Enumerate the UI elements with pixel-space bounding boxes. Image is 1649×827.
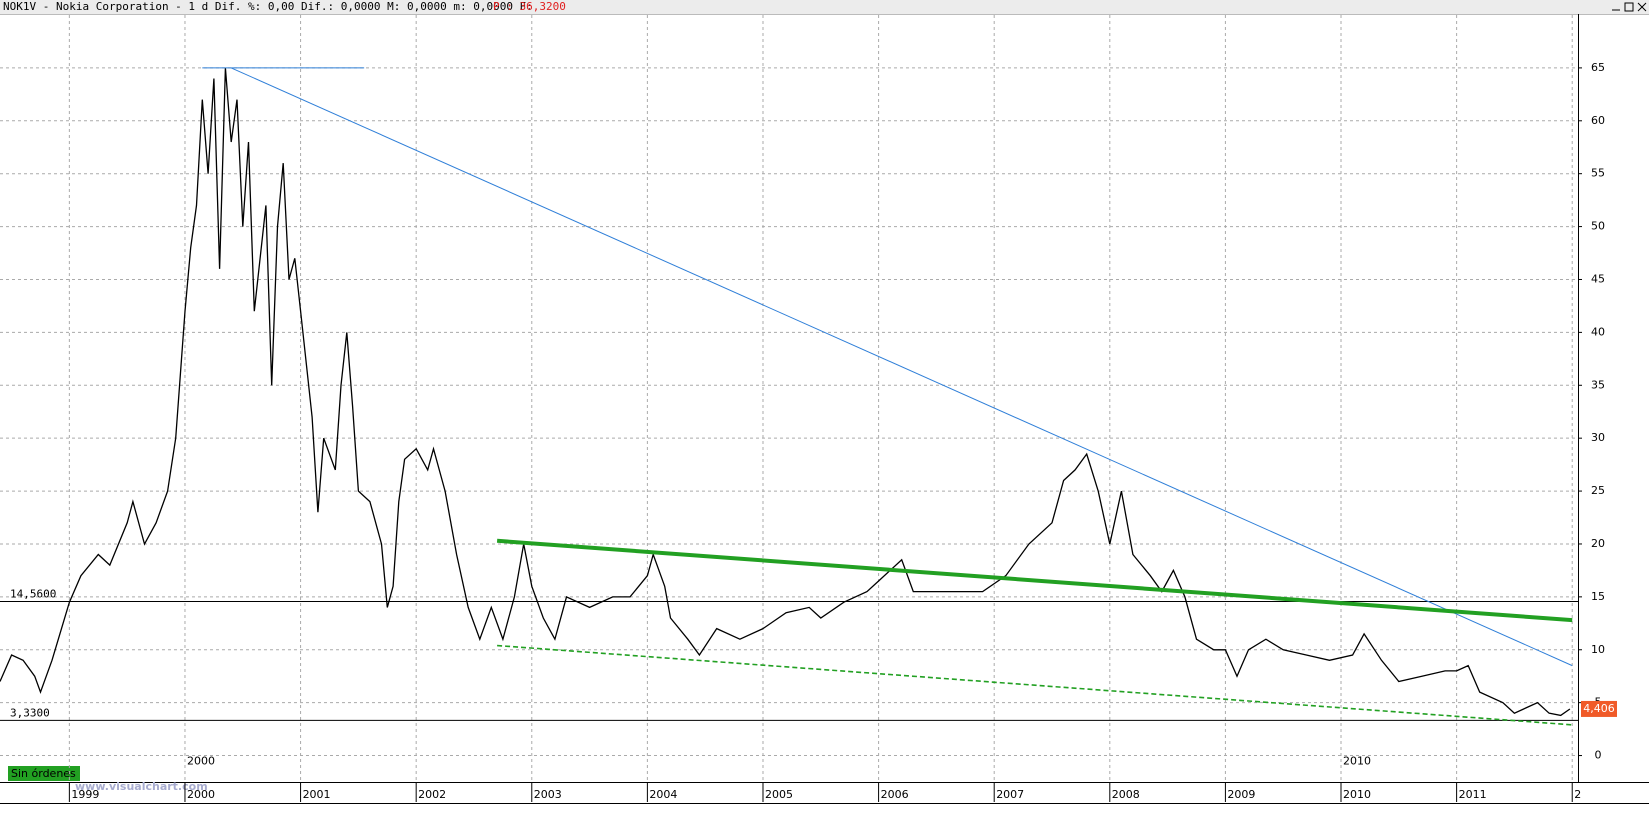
x-tick-label: 2003 (534, 788, 562, 801)
header-price: P : 36,3200 (493, 0, 566, 13)
window-buttons[interactable] (1612, 2, 1647, 12)
status-box (8, 766, 80, 781)
reference-label: 3,3300 (10, 706, 50, 719)
trendline (231, 67, 1573, 667)
y-tick-label: 35 (1591, 378, 1605, 391)
y-tick-label: 25 (1591, 484, 1605, 497)
x-tick-label: 2 (1574, 788, 1581, 801)
x-tick-label: 2007 (996, 788, 1024, 801)
x-tick-label: 2011 (1459, 788, 1487, 801)
x-tick-label: 2006 (881, 788, 909, 801)
annotation: 2000 (187, 755, 215, 768)
trendline (496, 538, 1573, 623)
x-tick-label: 2000 (187, 788, 215, 801)
y-tick-label: 45 (1591, 272, 1605, 285)
last-price-label: 4,406 (1583, 702, 1615, 715)
y-tick-label: 30 (1591, 431, 1605, 444)
reference-label: 14,5600 (10, 588, 56, 601)
watermark: www.visualchart.com (75, 780, 208, 793)
price-line (0, 67, 1571, 717)
last-price-box (1581, 700, 1617, 717)
x-tick-label: 2009 (1227, 788, 1255, 801)
title-bar (0, 0, 1649, 14)
y-tick-label: 15 (1591, 590, 1605, 603)
y-tick-label: 40 (1591, 325, 1605, 338)
y-tick-label: 20 (1591, 537, 1605, 550)
x-tick-label: 2008 (1112, 788, 1140, 801)
header-symbol: NOK1V - Nokia Corporation - 1 d Dif. %: … (3, 0, 533, 13)
y-tick-label: 10 (1591, 643, 1605, 656)
annotation: 2010 (1343, 755, 1371, 768)
y-tick-label: 55 (1591, 167, 1605, 180)
y-tick-label: 50 (1591, 220, 1605, 233)
trendline (497, 644, 1573, 726)
x-tick-label: 2001 (303, 788, 331, 801)
y-tick-label: 60 (1591, 114, 1605, 127)
x-tick-label: 2010 (1343, 788, 1371, 801)
y-tick-label: 65 (1591, 61, 1605, 74)
x-tick-label: 2002 (418, 788, 446, 801)
status: Sin órdenes (11, 767, 76, 780)
x-tick-label: 2004 (649, 788, 677, 801)
x-tick-label: 1999 (71, 788, 99, 801)
x-tick-label: 2005 (765, 788, 793, 801)
y-tick-label: 0 (1595, 749, 1602, 762)
